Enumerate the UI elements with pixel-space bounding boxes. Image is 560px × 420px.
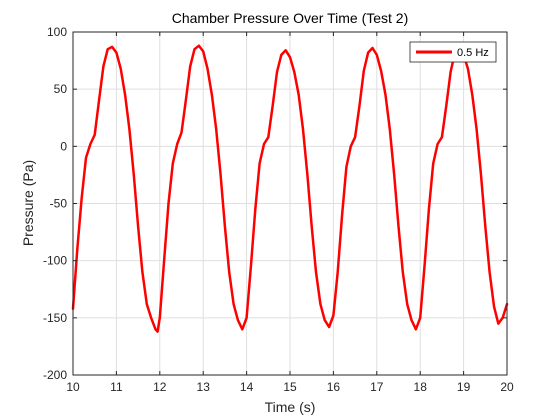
x-tick-labels: 10 11 12 13 14 15 16 17 18 19 20	[66, 380, 514, 394]
series-layer	[71, 44, 509, 333]
legend-label: 0.5 Hz	[457, 47, 489, 59]
x-tick-label: 18	[414, 380, 428, 394]
x-axis-label: Time (s)	[265, 399, 316, 415]
y-tick-label: 0	[60, 139, 67, 153]
y-tick-label: 50	[54, 82, 68, 96]
x-tick-label: 10	[66, 380, 80, 394]
y-tick-label: -100	[43, 254, 67, 268]
x-tick-label: 20	[500, 380, 514, 394]
y-tick-label: -150	[43, 311, 67, 325]
y-tick-label: -200	[43, 368, 67, 382]
y-axis-label: Pressure (Pa)	[20, 160, 36, 246]
chart-title: Chamber Pressure Over Time (Test 2)	[172, 10, 409, 26]
legend-box	[409, 41, 497, 63]
x-tick-label: 14	[240, 380, 254, 394]
x-tick-label: 16	[327, 380, 341, 394]
legend: 0.5 Hz	[409, 41, 497, 63]
y-tick-label: -50	[50, 197, 68, 211]
x-tick-label: 13	[197, 380, 211, 394]
x-tick-label: 11	[110, 380, 123, 394]
ticks	[72, 31, 508, 376]
x-tick-label: 12	[153, 380, 167, 394]
x-tick-label: 17	[370, 380, 384, 394]
x-tick-label: 15	[283, 380, 297, 394]
y-tick-labels: -200 -150 -100 -50 0 50 100	[43, 25, 67, 382]
series-line	[71, 44, 509, 333]
x-tick-label: 19	[457, 380, 471, 394]
y-tick-label: 100	[47, 25, 67, 39]
